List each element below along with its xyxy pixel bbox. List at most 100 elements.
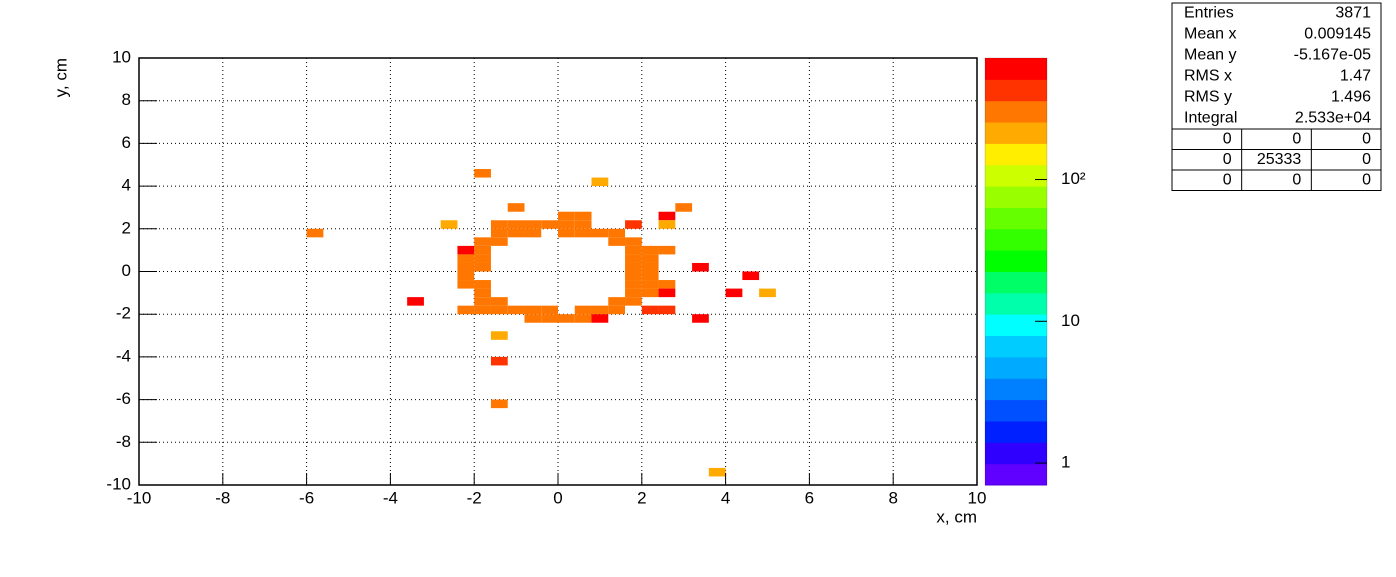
stats-value: 1.47 [1340, 68, 1371, 85]
x-tick-label: 4 [721, 488, 730, 507]
heatmap-cell [759, 288, 776, 298]
stats-cell: 0 [1362, 151, 1371, 168]
x-tick-label: -2 [467, 488, 482, 507]
heatmap-cell [524, 305, 542, 315]
heatmap-cell [641, 280, 659, 289]
heatmap-cell [457, 254, 475, 263]
y-tick-label: 8 [122, 90, 131, 109]
stats-cell: 0 [1292, 130, 1301, 147]
heatmap-cell [675, 203, 693, 212]
heatmap-cell [658, 220, 676, 229]
heatmap-cell [474, 262, 491, 272]
heatmap-cell [641, 305, 659, 315]
stats-label: Entries [1184, 5, 1234, 22]
stats-label: Integral [1184, 110, 1237, 127]
heatmap-cell [440, 220, 458, 229]
palette-band [985, 58, 1047, 80]
heatmap-cell [625, 297, 642, 306]
heatmap-cell [474, 280, 491, 289]
heatmap-cell [574, 211, 592, 221]
heatmap-cell [474, 169, 491, 178]
y-tick-label: -6 [116, 389, 131, 408]
palette-band [985, 420, 1047, 443]
heatmap-cell [574, 220, 592, 229]
palette-band [985, 79, 1047, 102]
heatmap-cell [658, 245, 676, 255]
heatmap-cell [490, 305, 508, 315]
heatmap-cell [641, 271, 659, 281]
heatmap-cell [658, 280, 676, 289]
x-tick-label: 0 [553, 488, 562, 507]
heatmap-cell [558, 220, 575, 229]
heatmap-cell [591, 228, 609, 238]
heatmap-cell [574, 314, 592, 323]
heatmap-cell [558, 314, 575, 323]
y-tick-label: 10 [112, 47, 131, 66]
heatmap-cell [591, 314, 609, 323]
x-tick-label: 6 [805, 488, 814, 507]
stats-label: Mean y [1184, 47, 1236, 64]
stats-value: 3871 [1335, 5, 1371, 22]
heatmap-cell [658, 288, 676, 298]
palette-band [985, 314, 1047, 337]
heatmap-cell [457, 262, 475, 272]
heatmap-cell [490, 237, 508, 246]
heatmap-cell [457, 305, 475, 315]
z-tick-label: 1 [1061, 453, 1070, 472]
stats-value: 0.009145 [1304, 26, 1371, 43]
palette-band [985, 100, 1047, 123]
heatmap-cell [641, 288, 659, 298]
y-tick-label: -10 [106, 474, 131, 493]
palette-band [985, 143, 1047, 166]
x-tick-label: -4 [383, 488, 398, 507]
heatmap-cell [507, 203, 525, 212]
heatmap-cell [474, 237, 491, 246]
heatmap-cell [625, 262, 642, 272]
heatmap-cell [490, 356, 508, 366]
heatmap-cell [457, 245, 475, 255]
palette-band [985, 463, 1047, 486]
palette-band [985, 122, 1047, 144]
palette-band [985, 356, 1047, 379]
heatmap-cell [507, 305, 525, 315]
palette-frame [984, 57, 1048, 486]
heatmap-cell [407, 297, 424, 306]
heatmap-cell [641, 262, 659, 272]
heatmap-cell [474, 305, 491, 315]
heatmap-cell [541, 314, 558, 323]
palette-band [985, 250, 1047, 272]
heatmap-cell [541, 220, 558, 229]
stats-label: RMS y [1184, 89, 1232, 106]
heatmap-cell [457, 280, 475, 289]
stats-cell: 0 [1223, 171, 1232, 188]
heatmap-cell [490, 297, 508, 306]
heatmap-cell [591, 177, 609, 187]
heatmap-cell [591, 305, 609, 315]
stats-label: Mean x [1184, 26, 1236, 43]
x-tick-label: 2 [637, 488, 646, 507]
x-tick-label: 8 [888, 488, 897, 507]
y-tick-label: -8 [116, 432, 131, 451]
heatmap-cell [658, 305, 676, 315]
heatmap-cell [524, 220, 542, 229]
heatmap-cell [625, 280, 642, 289]
heatmap-cell [457, 271, 475, 281]
palette-band [985, 164, 1047, 187]
heatmap-cell [625, 254, 642, 263]
heatmap-cell [558, 228, 575, 238]
stats-value: -5.167e-05 [1294, 47, 1371, 64]
heatmap-cell [574, 228, 592, 238]
palette-band [985, 399, 1047, 422]
x-axis-title: x, cm [936, 507, 977, 526]
heatmap-cell [474, 297, 491, 306]
heatmap-cell [742, 271, 760, 281]
palette-band [985, 335, 1047, 358]
heatmap-cell [474, 288, 491, 298]
y-tick-label: 6 [122, 133, 131, 152]
heatmap-cell [725, 288, 743, 298]
palette-band [985, 378, 1047, 401]
heatmap-cell [608, 237, 626, 246]
stats-cell: 0 [1223, 151, 1232, 168]
